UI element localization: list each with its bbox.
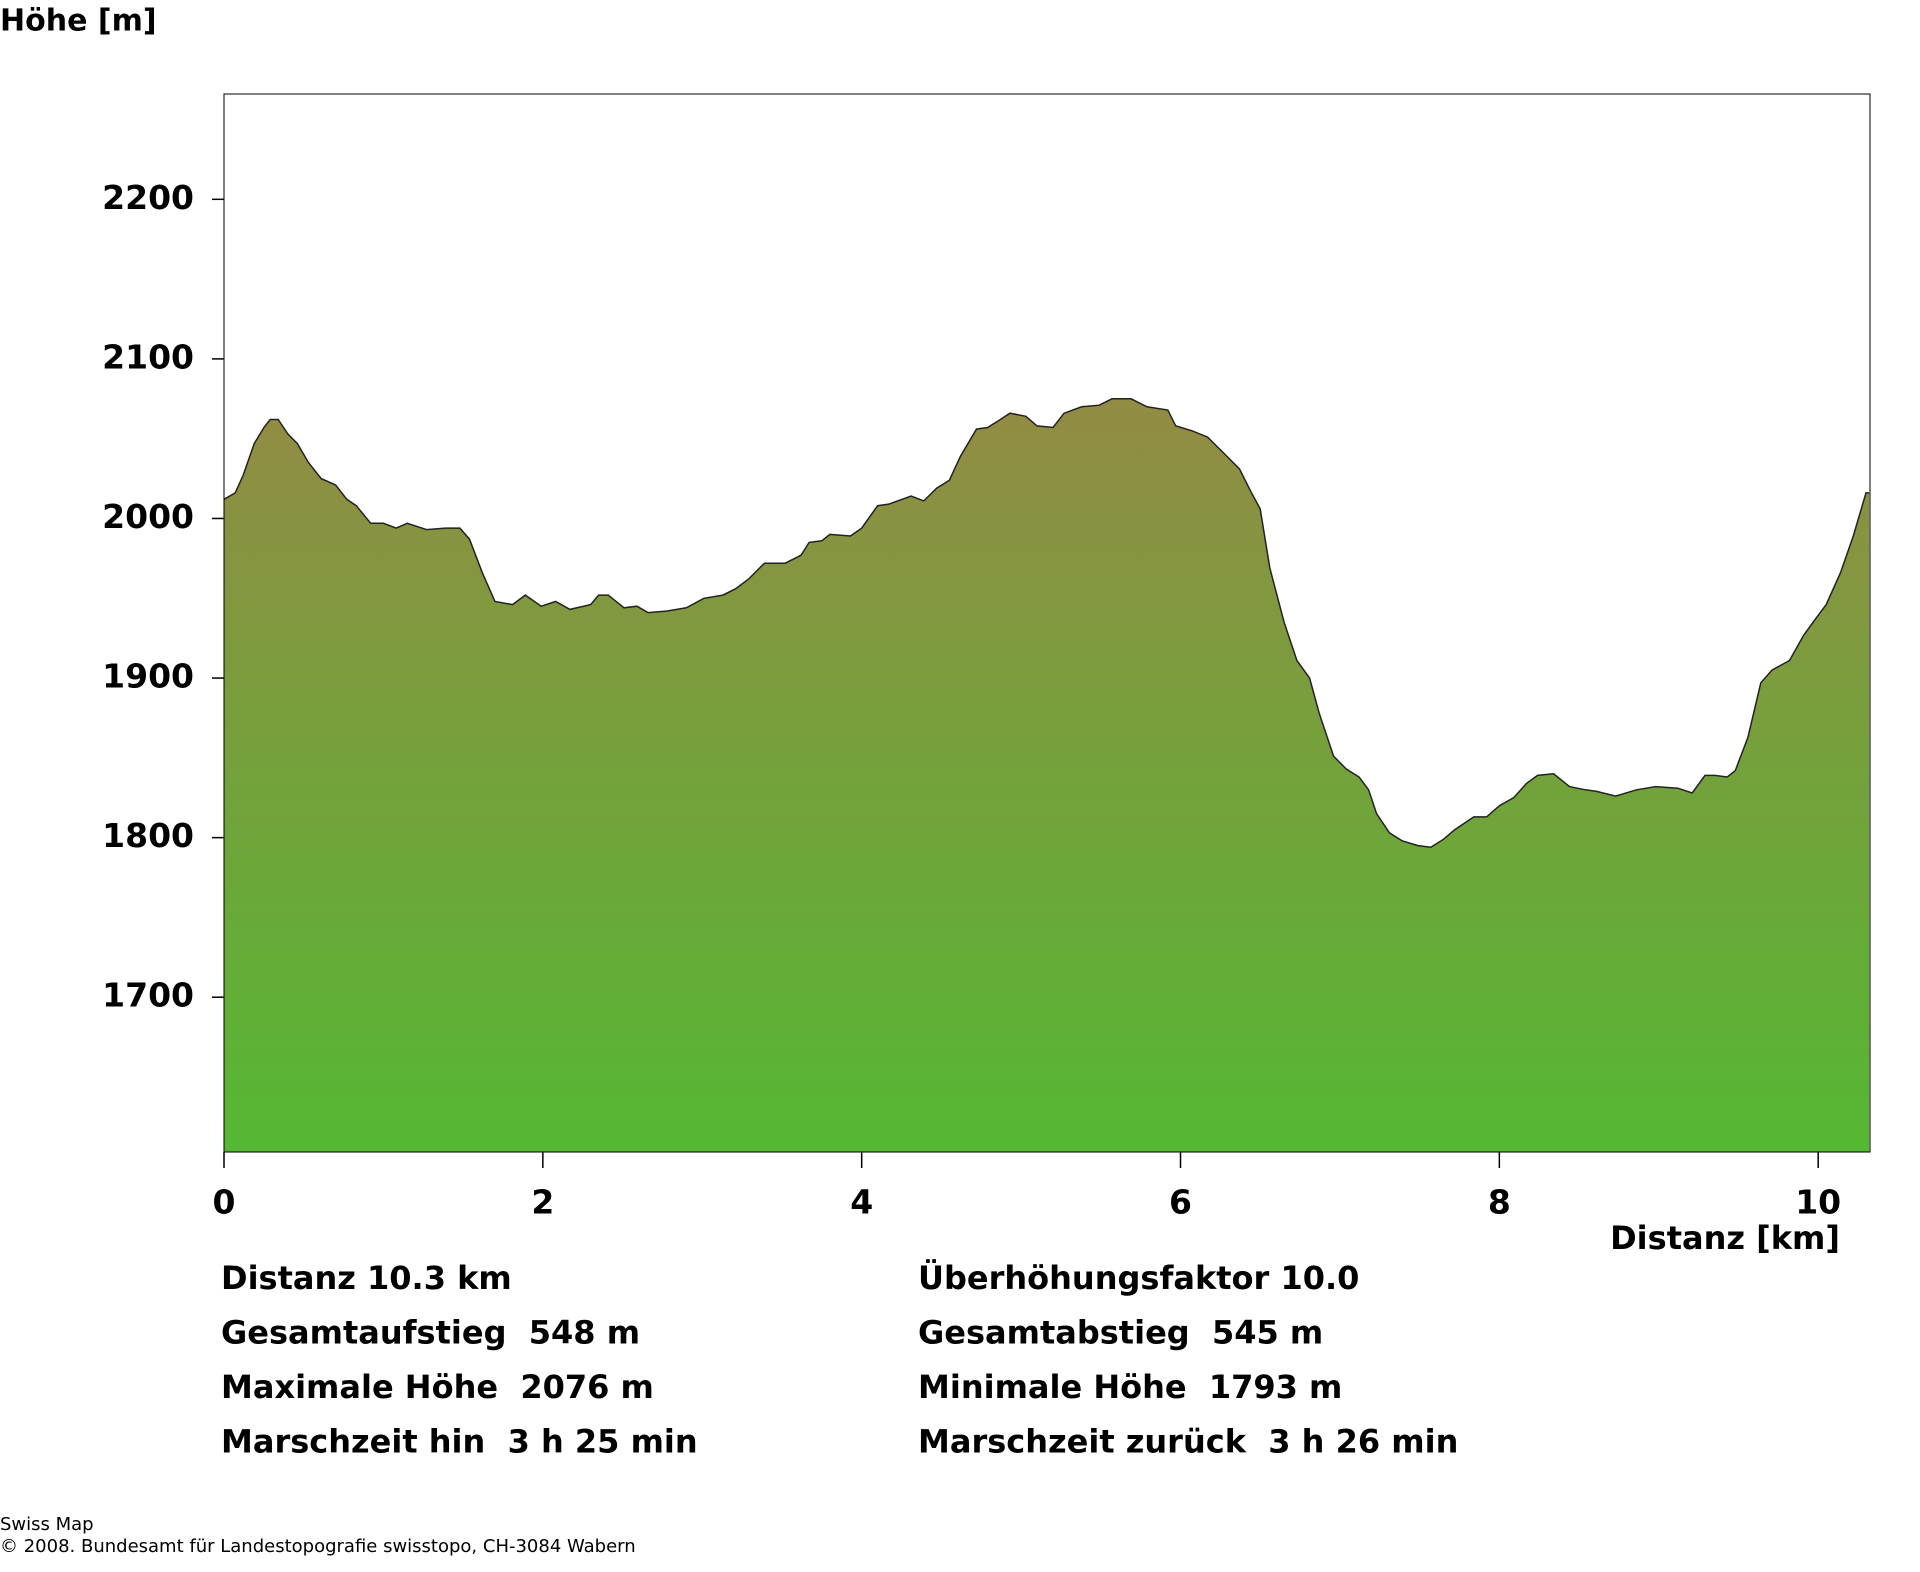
plot-frame: [223, 93, 1871, 1153]
y-tick-label: 2200: [102, 178, 194, 217]
x-tick-label: 6: [1169, 1183, 1192, 1222]
y-tick-label: 1900: [102, 657, 194, 696]
stat: Distanz 10.3 km: [221, 1259, 512, 1297]
stat: Marschzeit zurück 3 h 26 min: [918, 1423, 1458, 1461]
y-tick-label: 1800: [102, 816, 194, 855]
stat: Gesamtaufstieg 548 m: [221, 1314, 640, 1352]
y-tick-label: 2100: [102, 337, 194, 376]
x-tick-label: 2: [531, 1183, 554, 1222]
stat: Minimale Höhe 1793 m: [918, 1368, 1342, 1406]
x-tick-label: 4: [850, 1183, 873, 1222]
y-axis-label: Höhe [m]: [0, 4, 157, 39]
x-tick-label: 10: [1795, 1183, 1841, 1222]
y-tick-label: 1700: [102, 976, 194, 1015]
copyright: © 2008. Bundesamt für Landestopografie s…: [0, 1536, 636, 1557]
x-tick-label: 8: [1488, 1183, 1511, 1222]
stat: Marschzeit hin 3 h 25 min: [221, 1423, 698, 1461]
y-tick-label: 2000: [102, 497, 194, 536]
elevation-line: [223, 398, 1870, 848]
source: Swiss Map: [0, 1514, 94, 1535]
x-axis-label: Distanz [km]: [1610, 1219, 1840, 1257]
stat: Überhöhungsfaktor 10.0: [918, 1259, 1359, 1297]
x-tick-label: 0: [213, 1183, 236, 1222]
stat: Gesamtabstieg 545 m: [918, 1314, 1323, 1352]
elevation-area: [224, 398, 1870, 1152]
stat: Maximale Höhe 2076 m: [221, 1368, 654, 1406]
